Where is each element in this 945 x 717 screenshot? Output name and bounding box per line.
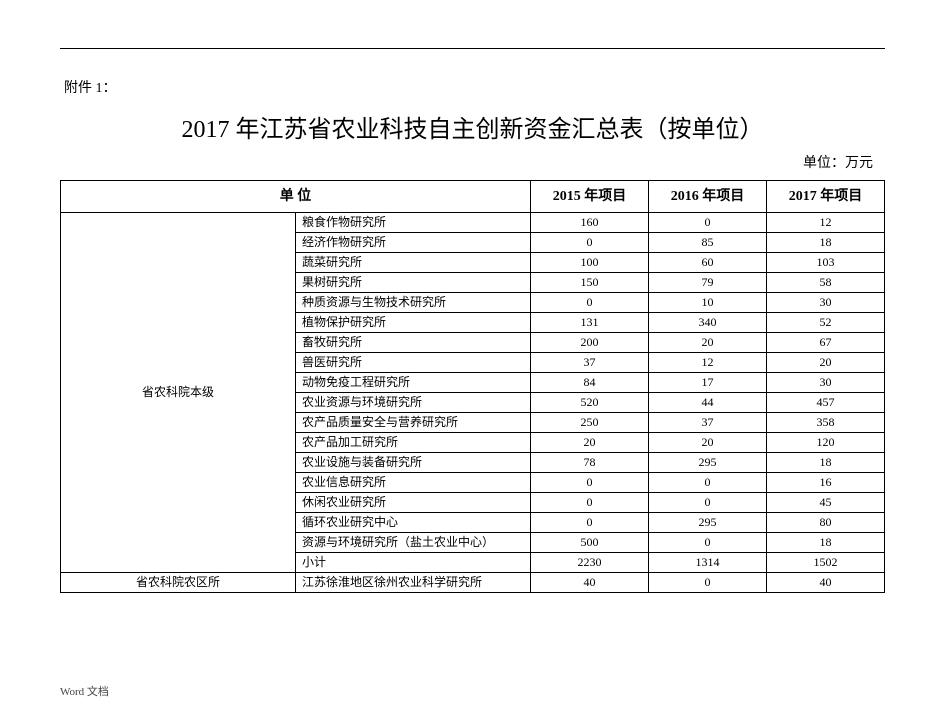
table-header-row: 单 位 2015 年项目 2016 年项目 2017 年项目: [61, 181, 885, 213]
value-cell: 150: [531, 273, 649, 293]
value-cell: 295: [649, 453, 767, 473]
value-cell: 1314: [649, 553, 767, 573]
value-cell: 12: [767, 213, 885, 233]
value-cell: 0: [649, 573, 767, 593]
unit-name-cell: 农产品质量安全与营养研究所: [296, 413, 531, 433]
value-cell: 457: [767, 393, 885, 413]
value-cell: 58: [767, 273, 885, 293]
unit-name-cell: 农业信息研究所: [296, 473, 531, 493]
unit-name-cell: 农产品加工研究所: [296, 433, 531, 453]
value-cell: 44: [649, 393, 767, 413]
value-cell: 0: [649, 493, 767, 513]
table-row: 省农科院本级粮食作物研究所160012: [61, 213, 885, 233]
value-cell: 84: [531, 373, 649, 393]
value-cell: 18: [767, 453, 885, 473]
value-cell: 85: [649, 233, 767, 253]
unit-name-cell: 经济作物研究所: [296, 233, 531, 253]
value-cell: 16: [767, 473, 885, 493]
value-cell: 78: [531, 453, 649, 473]
value-cell: 120: [767, 433, 885, 453]
value-cell: 0: [531, 493, 649, 513]
unit-name-cell: 种质资源与生物技术研究所: [296, 293, 531, 313]
value-cell: 0: [649, 213, 767, 233]
unit-name-cell: 植物保护研究所: [296, 313, 531, 333]
col-header-2016: 2016 年项目: [649, 181, 767, 213]
value-cell: 358: [767, 413, 885, 433]
value-cell: 295: [649, 513, 767, 533]
value-cell: 20: [649, 333, 767, 353]
unit-name-cell: 循环农业研究中心: [296, 513, 531, 533]
value-cell: 20: [649, 433, 767, 453]
value-cell: 40: [767, 573, 885, 593]
value-cell: 20: [767, 353, 885, 373]
unit-name-cell: 蔬菜研究所: [296, 253, 531, 273]
value-cell: 37: [531, 353, 649, 373]
group-label-cell: 省农科院农区所: [61, 573, 296, 593]
value-cell: 30: [767, 373, 885, 393]
table-body: 省农科院本级粮食作物研究所160012经济作物研究所08518蔬菜研究所1006…: [61, 213, 885, 593]
value-cell: 500: [531, 533, 649, 553]
value-cell: 0: [649, 473, 767, 493]
value-cell: 0: [531, 233, 649, 253]
summary-table: 单 位 2015 年项目 2016 年项目 2017 年项目 省农科院本级粮食作…: [60, 180, 885, 593]
unit-name-cell: 动物免疫工程研究所: [296, 373, 531, 393]
unit-name-cell: 果树研究所: [296, 273, 531, 293]
value-cell: 18: [767, 533, 885, 553]
value-cell: 67: [767, 333, 885, 353]
col-header-2015: 2015 年项目: [531, 181, 649, 213]
unit-name-cell: 资源与环境研究所（盐土农业中心）: [296, 533, 531, 553]
value-cell: 18: [767, 233, 885, 253]
value-cell: 0: [649, 533, 767, 553]
value-cell: 45: [767, 493, 885, 513]
page-footer: Word 文档: [60, 683, 109, 699]
unit-name-cell: 小计: [296, 553, 531, 573]
col-header-2017: 2017 年项目: [767, 181, 885, 213]
value-cell: 160: [531, 213, 649, 233]
value-cell: 200: [531, 333, 649, 353]
value-cell: 103: [767, 253, 885, 273]
top-horizontal-rule: [60, 48, 885, 49]
value-cell: 131: [531, 313, 649, 333]
value-cell: 10: [649, 293, 767, 313]
value-cell: 37: [649, 413, 767, 433]
unit-name-cell: 江苏徐淮地区徐州农业科学研究所: [296, 573, 531, 593]
value-cell: 20: [531, 433, 649, 453]
unit-name-cell: 粮食作物研究所: [296, 213, 531, 233]
value-cell: 79: [649, 273, 767, 293]
unit-name-cell: 畜牧研究所: [296, 333, 531, 353]
page-title: 2017 年江苏省农业科技自主创新资金汇总表（按单位）: [60, 109, 885, 144]
value-cell: 520: [531, 393, 649, 413]
table-row: 省农科院农区所江苏徐淮地区徐州农业科学研究所40040: [61, 573, 885, 593]
group-label-cell: 省农科院本级: [61, 213, 296, 573]
value-cell: 12: [649, 353, 767, 373]
col-header-unit: 单 位: [61, 181, 531, 213]
value-cell: 100: [531, 253, 649, 273]
unit-name-cell: 兽医研究所: [296, 353, 531, 373]
unit-name-cell: 农业设施与装备研究所: [296, 453, 531, 473]
value-cell: 30: [767, 293, 885, 313]
value-cell: 0: [531, 293, 649, 313]
unit-name-cell: 农业资源与环境研究所: [296, 393, 531, 413]
attachment-prefix: 附件 1：: [64, 77, 885, 97]
unit-name-cell: 休闲农业研究所: [296, 493, 531, 513]
value-cell: 17: [649, 373, 767, 393]
value-cell: 340: [649, 313, 767, 333]
value-cell: 80: [767, 513, 885, 533]
value-cell: 60: [649, 253, 767, 273]
value-cell: 1502: [767, 553, 885, 573]
unit-label: 单位：万元: [60, 152, 885, 172]
value-cell: 2230: [531, 553, 649, 573]
value-cell: 0: [531, 513, 649, 533]
value-cell: 40: [531, 573, 649, 593]
value-cell: 52: [767, 313, 885, 333]
value-cell: 250: [531, 413, 649, 433]
value-cell: 0: [531, 473, 649, 493]
